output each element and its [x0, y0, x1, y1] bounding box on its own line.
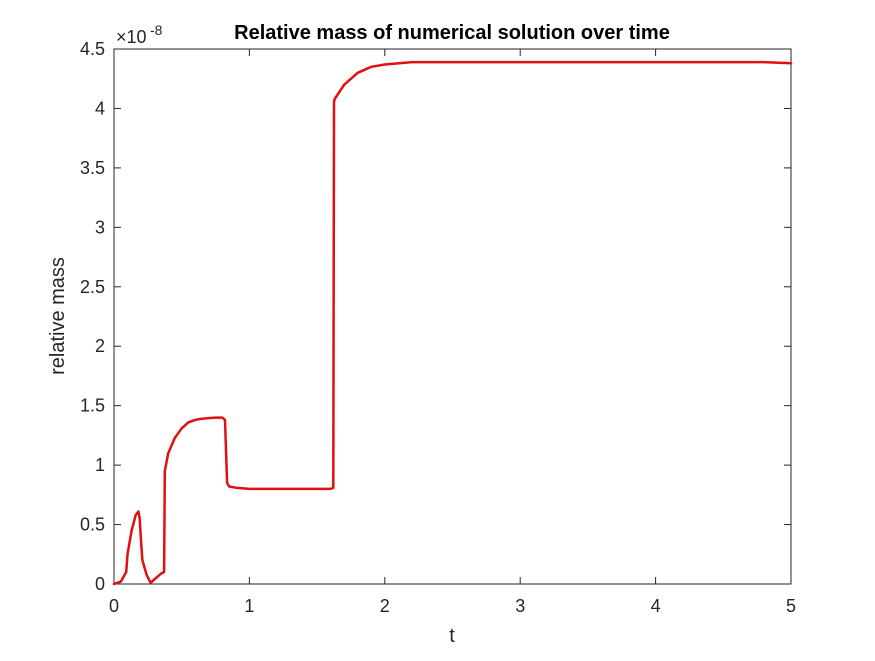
y-tick-label: 1	[95, 455, 105, 475]
y-tick-label: 0.5	[80, 515, 105, 535]
y-tick-label: 4.5	[80, 39, 105, 59]
series-line	[112, 60, 793, 586]
y-tick-label: 0	[95, 574, 105, 594]
y-tick-label: 2.5	[80, 277, 105, 297]
x-tick-label: 2	[380, 596, 390, 616]
y-exponent-base: ×10	[116, 27, 147, 47]
y-tick-label: 3	[95, 217, 105, 237]
y-tick-label: 3.5	[80, 158, 105, 178]
plot-area	[113, 48, 792, 585]
x-axis-label: t	[449, 625, 455, 647]
chart-title: Relative mass of numerical solution over…	[234, 22, 670, 44]
ticks-layer: 0 1 2 3 4 5 0 0.5 1 1.5 2 2.5 3 3.5 4 4.5	[80, 39, 796, 616]
y-exponent-label: ×10 -8	[116, 22, 163, 47]
x-tick-label: 5	[786, 596, 796, 616]
y-axis-label: relative mass	[47, 257, 69, 375]
y-tick-label: 1.5	[80, 396, 105, 416]
y-exponent-power: -8	[150, 22, 163, 38]
x-tick-label: 3	[515, 596, 525, 616]
y-tick-label: 2	[95, 336, 105, 356]
x-tick-label: 4	[651, 596, 661, 616]
x-tick-label: 0	[109, 596, 119, 616]
y-tick-label: 4	[95, 98, 105, 118]
series-layer	[112, 60, 793, 586]
x-tick-label: 1	[244, 596, 254, 616]
